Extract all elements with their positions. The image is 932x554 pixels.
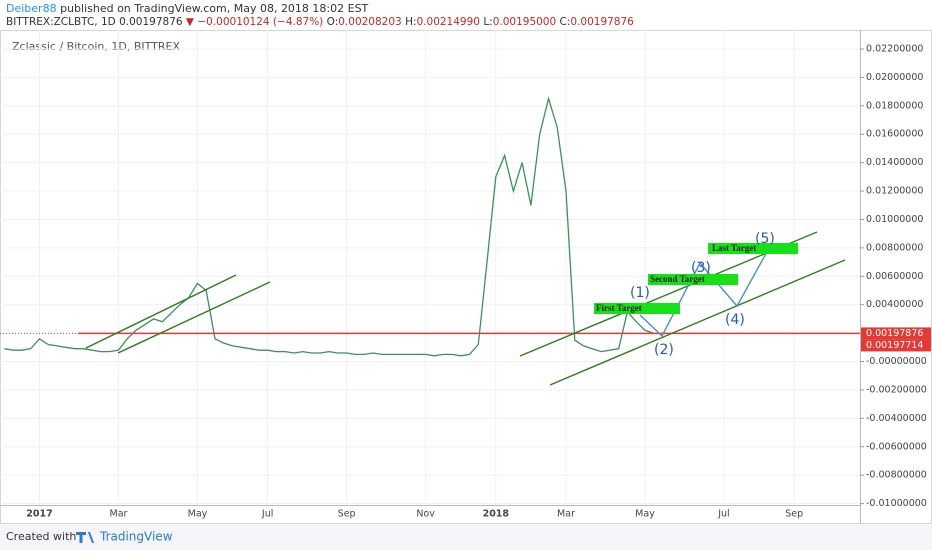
trend-line bbox=[549, 259, 846, 386]
y-tick-label: 0.00400000 bbox=[866, 299, 923, 310]
trend-line bbox=[85, 274, 237, 349]
y-tick-label: -0.00800000 bbox=[866, 470, 927, 481]
marks bbox=[0, 96, 860, 357]
c-label: C: bbox=[560, 16, 571, 28]
y-tick-label: 0.01600000 bbox=[866, 129, 923, 140]
h: 0.00214990 bbox=[417, 16, 480, 28]
x-tick-label: Sep bbox=[338, 509, 356, 520]
target-label: Last Target bbox=[712, 243, 756, 253]
c: 0.00197876 bbox=[570, 16, 634, 28]
published: published on TradingView.com, May 08, 20… bbox=[60, 2, 368, 15]
change: ▼ −0.00010124 (−4.87%) bbox=[186, 16, 323, 28]
h-label: H: bbox=[405, 16, 416, 28]
author[interactable]: Deiber88 bbox=[6, 2, 57, 15]
x-tick-label: 2018 bbox=[483, 509, 510, 520]
x-tick-label: Mar bbox=[110, 509, 128, 520]
wave-label: (3) bbox=[691, 260, 711, 276]
x-tick-label: Jul bbox=[717, 509, 729, 520]
footer-created: Created with bbox=[6, 530, 76, 543]
y-tick-label: 0.02000000 bbox=[866, 72, 923, 83]
target-box bbox=[708, 243, 798, 254]
y-tick-label: -0.01000000 bbox=[866, 498, 927, 509]
x-tick-label: May bbox=[635, 509, 655, 520]
y-tick-label: 0.01000000 bbox=[866, 214, 923, 225]
wave-label: (5) bbox=[755, 231, 775, 247]
x-tick-label: Nov bbox=[416, 509, 435, 520]
target-box bbox=[648, 274, 738, 285]
price-box bbox=[861, 339, 931, 352]
trend-line bbox=[117, 281, 271, 354]
y-tick-label: 0.01800000 bbox=[866, 100, 923, 111]
y-tick-label: -0.00200000 bbox=[866, 384, 927, 395]
l: 0.00195000 bbox=[493, 16, 556, 28]
price-label: 0.00197876 bbox=[866, 328, 923, 339]
x-tick-label: May bbox=[188, 509, 208, 520]
y-tick-label: 0.01400000 bbox=[866, 157, 923, 168]
x-tick-label: Jul bbox=[261, 509, 273, 520]
chart-label: Zclassic / Bitcoin, 1D, BITTREX bbox=[12, 40, 180, 53]
price-box bbox=[861, 327, 931, 340]
y-tick-label: 0.02200000 bbox=[866, 43, 923, 54]
symbol: BITTREX:ZCLBTC, 1D bbox=[6, 16, 116, 28]
x-tick-label: 2017 bbox=[26, 509, 52, 520]
target-box bbox=[594, 303, 680, 314]
logo bbox=[76, 532, 94, 543]
y-tick-label: -0.00400000 bbox=[866, 413, 927, 424]
x-tick-label: Sep bbox=[785, 509, 803, 520]
y-tick-label: -0.00600000 bbox=[866, 441, 927, 452]
o: 0.00208203 bbox=[338, 16, 401, 28]
wave-label: (4) bbox=[725, 312, 745, 328]
y-tick-label: -0.00000000 bbox=[866, 356, 927, 367]
y-tick-label: 0.01200000 bbox=[866, 186, 923, 197]
price-label: 0.00197714 bbox=[866, 340, 923, 351]
l-label: L: bbox=[483, 16, 492, 28]
footer bbox=[0, 524, 932, 550]
wave-label: (1) bbox=[630, 285, 650, 301]
footer-brand[interactable]: TradingView bbox=[99, 530, 173, 544]
wave-label: (2) bbox=[654, 342, 674, 358]
drawings bbox=[85, 231, 846, 386]
price-line bbox=[4, 96, 655, 357]
y-tick-label: 0.00600000 bbox=[866, 271, 923, 282]
header-line-1: Deiber88 published on TradingView.com, M… bbox=[6, 2, 369, 15]
o-label: O: bbox=[327, 16, 339, 28]
x-tick-label: Mar bbox=[557, 509, 575, 520]
last: 0.00197876 bbox=[119, 16, 183, 28]
wave-path bbox=[639, 249, 769, 338]
target-label: Second Target bbox=[650, 274, 705, 284]
y-tick-label: 0.00800000 bbox=[866, 242, 923, 253]
header-line-2: BITTREX:ZCLBTC, 1D 0.00197876 ▼ −0.00010… bbox=[6, 16, 634, 28]
target-label: First Target bbox=[596, 303, 642, 313]
